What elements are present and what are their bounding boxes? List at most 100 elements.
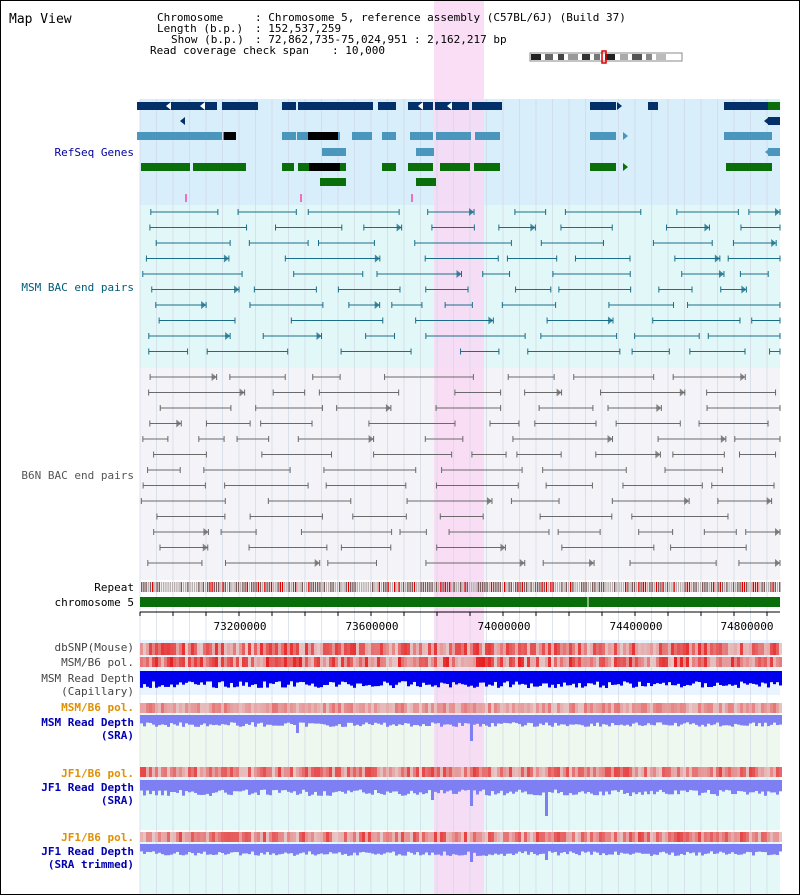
depth-bar: [764, 715, 767, 723]
depth-bar: [602, 715, 605, 725]
pol-cell: [737, 657, 740, 667]
jf1-b6-pol-track[interactable]: [140, 767, 782, 777]
pol-cell: [443, 832, 446, 842]
pol-cell: [155, 703, 158, 713]
pol-cell: [458, 832, 461, 842]
pol-cell: [245, 832, 248, 842]
b6n-bac-track[interactable]: [140, 373, 781, 567]
depth-bar: [692, 780, 695, 791]
repeat-element: [451, 582, 453, 592]
pol-cell: [281, 703, 284, 713]
pol-cell: [182, 643, 185, 655]
pol-cell: [578, 832, 581, 842]
pol-cell: [644, 703, 647, 713]
depth-bar: [515, 844, 518, 854]
repeat-element: [429, 582, 431, 592]
pol-cell: [773, 643, 776, 655]
pol-cell: [458, 643, 461, 655]
depth-bar: [251, 844, 254, 852]
pol-cell: [626, 643, 629, 655]
depth-bar: [767, 715, 770, 727]
pol-cell: [455, 643, 458, 655]
jf1-b6-pol-track-2[interactable]: [140, 832, 782, 842]
msm-bac-track[interactable]: [142, 208, 781, 355]
depth-bar: [434, 844, 437, 855]
jf1-read-depth-trimmed-track[interactable]: [140, 844, 782, 862]
refseq-genes-track[interactable]: [137, 102, 780, 202]
pol-cell: [584, 832, 587, 842]
pol-cell: [497, 832, 500, 842]
depth-bar: [692, 844, 695, 853]
bac-arrow: [488, 316, 494, 325]
depth-bar: [707, 715, 710, 724]
pol-cell: [776, 657, 779, 667]
depth-bar: [707, 780, 710, 790]
depth-bar: [197, 715, 200, 727]
depth-bar: [182, 780, 185, 796]
pol-cell: [512, 703, 515, 713]
depth-bar: [287, 715, 290, 723]
msm-read-depth-capillary-track[interactable]: [140, 671, 782, 688]
chromosome-ideogram[interactable]: [529, 50, 683, 64]
pol-cell: [638, 832, 641, 842]
depth-bar: [434, 780, 437, 792]
pol-cell: [242, 703, 245, 713]
pol-cell: [764, 703, 767, 713]
pol-cell: [467, 657, 470, 667]
pol-cell: [722, 657, 725, 667]
depth-bar: [299, 671, 302, 682]
repeat-element: [611, 582, 614, 592]
repeat-track[interactable]: [141, 582, 781, 592]
jf1-read-depth-sra-track[interactable]: [140, 780, 782, 816]
pol-cell: [371, 643, 374, 655]
msm-b6-pol-track[interactable]: [140, 657, 782, 667]
depth-bar: [503, 780, 506, 796]
pol-cell: [587, 832, 590, 842]
depth-bar: [407, 780, 410, 794]
depth-bar: [527, 844, 530, 855]
pol-cell: [251, 643, 254, 655]
pol-cell: [752, 643, 755, 655]
depth-bar: [620, 844, 623, 853]
dbsnp-track[interactable]: [140, 643, 782, 655]
chromosome-bar[interactable]: [140, 597, 780, 607]
depth-bar: [671, 715, 674, 726]
pol-cell: [644, 767, 647, 777]
depth-bar: [395, 780, 398, 792]
msm-b6-pol-track-2[interactable]: [140, 703, 782, 713]
depth-bar: [323, 844, 326, 855]
pol-cell: [269, 703, 272, 713]
depth-bar: [497, 715, 500, 724]
pol-cell: [611, 703, 614, 713]
depth-bar: [257, 715, 260, 724]
pol-cell: [599, 703, 602, 713]
depth-bar: [704, 780, 707, 793]
pol-cell: [392, 767, 395, 777]
depth-bar: [305, 844, 308, 855]
label-jf1-depth-sra-sub: (SRA): [101, 794, 134, 807]
pol-cell: [323, 643, 326, 655]
pol-cell: [689, 832, 692, 842]
pol-cell: [464, 767, 467, 777]
depth-bar: [152, 780, 155, 791]
depth-bar: [437, 844, 440, 855]
depth-bar: [158, 715, 161, 726]
depth-bar: [596, 671, 599, 682]
pol-cell: [572, 832, 575, 842]
pol-cell: [560, 703, 563, 713]
repeat-element: [270, 582, 273, 592]
pol-cell: [482, 767, 485, 777]
pol-cell: [500, 703, 503, 713]
pol-cell: [161, 703, 164, 713]
depth-bar: [266, 671, 269, 688]
depth-bar: [446, 671, 449, 684]
pol-cell: [152, 643, 155, 655]
repeat-element: [488, 582, 490, 592]
depth-bar: [548, 780, 551, 792]
pol-cell: [686, 643, 689, 655]
repeat-element: [669, 582, 671, 592]
depth-bar: [452, 780, 455, 794]
pol-cell: [308, 767, 311, 777]
msm-read-depth-sra-track[interactable]: [140, 715, 782, 741]
repeat-element: [171, 582, 174, 592]
